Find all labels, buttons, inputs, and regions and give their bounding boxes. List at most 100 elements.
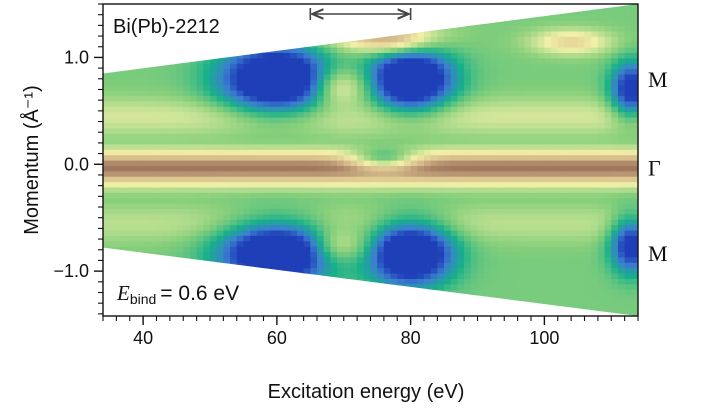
heatmap-cell [617, 90, 626, 97]
heatmap-cell [156, 79, 164, 86]
heatmap-cell [283, 138, 291, 145]
heatmap-cell [216, 143, 224, 150]
heatmap-cell [256, 160, 265, 166]
heatmap-cell [571, 289, 579, 296]
heatmap-cell [564, 25, 572, 32]
heatmap-cell [256, 14, 265, 21]
heatmap-cell [129, 219, 138, 226]
heatmap-cell [270, 68, 278, 75]
heatmap-cell [129, 143, 138, 150]
heatmap-cell [577, 272, 586, 279]
heatmap-cell [163, 170, 171, 177]
heatmap-cell [537, 68, 545, 75]
heatmap-cell [290, 106, 298, 113]
heatmap-cell [129, 95, 138, 102]
heatmap-cell [597, 90, 606, 97]
heatmap-cell [464, 127, 472, 134]
heatmap-cell [497, 14, 505, 21]
heatmap-cell [524, 289, 532, 296]
heatmap-cell [390, 294, 398, 301]
heatmap-cell [497, 79, 505, 86]
heatmap-cell [417, 235, 425, 242]
heatmap-cell [310, 213, 318, 220]
heatmap-cell [591, 176, 599, 183]
heatmap-cell [383, 262, 392, 269]
heatmap-cell [317, 213, 325, 220]
heatmap-cell [250, 283, 258, 290]
heatmap-cell [370, 170, 378, 177]
heatmap-cell [296, 203, 305, 210]
heatmap-cell [256, 267, 265, 274]
heatmap-cell [464, 235, 472, 242]
heatmap-cell [510, 299, 519, 306]
heatmap-cell [189, 116, 198, 123]
heatmap-cell [377, 278, 385, 285]
heatmap-cell [464, 197, 472, 204]
heatmap-cell [624, 256, 632, 263]
heatmap-cell [417, 160, 425, 166]
heatmap-cell [444, 256, 452, 263]
heatmap-cell [611, 116, 619, 123]
heatmap-cell [310, 235, 318, 242]
heatmap-cell [303, 73, 311, 80]
heatmap-cell [243, 36, 251, 43]
heatmap-cell [276, 262, 285, 269]
heatmap-cell [490, 186, 499, 193]
heatmap-cell [116, 79, 124, 86]
heatmap-cell [557, 165, 566, 172]
heatmap-cell [383, 52, 392, 59]
heatmap-cell [531, 57, 539, 64]
heatmap-cell [604, 229, 612, 236]
heatmap-cell [551, 246, 559, 253]
heatmap-cell [363, 305, 372, 312]
heatmap-cell [317, 73, 325, 80]
heatmap-cell [497, 122, 505, 129]
heatmap-cell [544, 170, 552, 177]
heatmap-cell [189, 47, 198, 54]
heatmap-cell [343, 267, 352, 274]
heatmap-cell [484, 240, 492, 247]
heatmap-cell [544, 20, 552, 27]
heatmap-cell [303, 256, 311, 263]
heatmap-cell [537, 25, 545, 32]
heatmap-cell [403, 170, 412, 177]
heatmap-cell [143, 84, 151, 91]
heatmap-cell [631, 63, 638, 70]
heatmap-cell [597, 100, 606, 107]
heatmap-cell [270, 203, 278, 210]
heatmap-cell [250, 192, 258, 199]
heatmap-cell [377, 138, 385, 145]
heatmap-cell [169, 106, 178, 113]
heatmap-cell [437, 133, 445, 140]
heatmap-cell [617, 267, 626, 274]
heatmap-cell [557, 4, 566, 10]
heatmap-cell [424, 9, 432, 16]
heatmap-cell [444, 305, 452, 312]
heatmap-cell [611, 208, 619, 215]
heatmap-cell [410, 305, 418, 312]
heatmap-cell [236, 63, 245, 70]
heatmap-cell [457, 192, 465, 199]
heatmap-cell [597, 272, 606, 279]
heatmap-cell [397, 240, 405, 247]
heatmap-cell [617, 41, 626, 48]
heatmap-cell [143, 203, 151, 210]
heatmap-cell [444, 283, 452, 290]
heatmap-cell [276, 240, 285, 247]
heatmap-cell [216, 41, 224, 48]
heatmap-cell [163, 176, 171, 183]
heatmap-cell [584, 229, 592, 236]
heatmap-cell [464, 143, 472, 150]
heatmap-cell [591, 84, 599, 91]
heatmap-cell [631, 149, 638, 156]
heatmap-cell [557, 262, 566, 269]
heatmap-cell [323, 213, 331, 220]
heatmap-cell [136, 133, 144, 140]
heatmap-cell [103, 272, 111, 279]
heatmap-cell [377, 192, 385, 199]
heatmap-cell [196, 68, 204, 75]
heatmap-cell [143, 208, 151, 215]
heatmap-cell [517, 289, 525, 296]
heatmap-cell [323, 73, 331, 80]
heatmap-cell [410, 47, 418, 54]
